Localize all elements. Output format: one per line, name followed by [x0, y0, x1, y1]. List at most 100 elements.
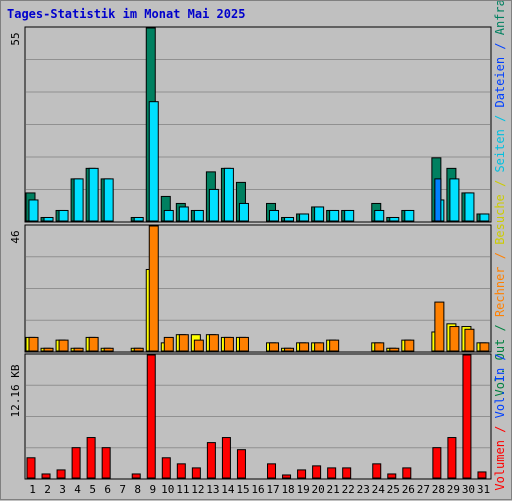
- bar-dateien: [148, 101, 159, 222]
- x-tick-label: 26: [402, 483, 415, 496]
- x-tick-label: 13: [206, 483, 219, 496]
- bar-dateien: [238, 202, 249, 222]
- bar-volumen: [297, 469, 307, 479]
- bar-rechner: [299, 342, 310, 352]
- bar-dateien: [449, 178, 460, 222]
- bar-dateien: [73, 178, 84, 222]
- x-tick-label: 6: [104, 483, 111, 496]
- bar-volumen: [327, 467, 337, 479]
- bar-rechner: [329, 339, 340, 352]
- bar-volumen: [432, 447, 442, 479]
- bar-dateien: [208, 188, 219, 222]
- bar-dateien: [344, 209, 355, 222]
- bar-volumen: [447, 437, 457, 479]
- bar-volumen: [462, 354, 472, 479]
- bar-volumen: [26, 457, 36, 479]
- panel-max-label: 12.16 KB: [9, 364, 22, 417]
- legend-label: Dateien /: [493, 35, 507, 107]
- x-tick-label: 9: [149, 483, 156, 496]
- bar-volumen: [477, 471, 487, 479]
- bar-dateien: [193, 209, 204, 222]
- bar-volumen: [86, 437, 96, 479]
- bar-volumen: [282, 474, 292, 479]
- x-tick-label: 5: [89, 483, 96, 496]
- x-tick-label: 1: [29, 483, 36, 496]
- bar-rechner: [269, 342, 280, 352]
- legend-label: Volumen /: [493, 418, 507, 490]
- bar-dateien: [58, 209, 69, 222]
- bar-dateien: [404, 209, 415, 222]
- legend-label: Besuche /: [493, 173, 507, 245]
- bar-volumen: [56, 469, 66, 479]
- bar-dateien: [223, 167, 234, 222]
- bar-dateien: [103, 178, 114, 222]
- x-tick-label: 28: [432, 483, 445, 496]
- bar-rechner: [28, 336, 39, 352]
- bar-volumen: [176, 463, 186, 479]
- bar-rechner: [103, 347, 114, 352]
- bar-rechner: [58, 339, 69, 352]
- x-tick-label: 25: [387, 483, 400, 496]
- bar-dateien: [269, 209, 280, 222]
- bar-dateien: [389, 216, 400, 222]
- x-tick-label: 10: [161, 483, 174, 496]
- bar-dateien: [43, 216, 54, 222]
- bar-rechner: [163, 336, 174, 352]
- x-tick-label: 11: [176, 483, 189, 496]
- bar-volumen: [342, 467, 352, 479]
- bar-rechner: [148, 225, 159, 352]
- bar-rechner: [314, 342, 325, 352]
- panel-max-label: 55: [9, 32, 22, 45]
- right-legend-upper: Vol. Out / Rechner / Besuche / Seiten / …: [493, 1, 507, 397]
- x-tick-label: 19: [296, 483, 309, 496]
- bar-volumen: [191, 467, 201, 479]
- bar-dateien: [133, 216, 144, 222]
- bar-volumen: [267, 463, 277, 479]
- x-tick-label: 7: [119, 483, 126, 496]
- bar-rechner: [193, 339, 204, 352]
- x-tick-label: 20: [312, 483, 325, 496]
- bar-dateien: [88, 167, 99, 222]
- x-tick-label: 15: [236, 483, 249, 496]
- bar-dateien: [329, 209, 340, 222]
- bar-volumen: [206, 442, 216, 479]
- bar-volumen: [131, 473, 141, 479]
- x-tick-label: 18: [281, 483, 294, 496]
- x-tick-label: 24: [372, 483, 386, 496]
- bar-dateien: [299, 213, 310, 222]
- panel-max-label: 46: [9, 230, 22, 243]
- bar-rechner: [284, 347, 295, 352]
- bar-rechner: [449, 326, 460, 352]
- bar-volumen: [312, 465, 322, 479]
- bar-volumen: [387, 473, 397, 479]
- x-tick-label: 29: [447, 483, 460, 496]
- x-tick-label: 12: [191, 483, 204, 496]
- bar-rechner: [404, 339, 415, 352]
- bar-rechner: [464, 328, 475, 352]
- x-tick-label: 30: [462, 483, 475, 496]
- bar-volumen: [402, 467, 412, 479]
- bar-dateien: [479, 213, 490, 222]
- bar-volumen: [41, 473, 51, 479]
- bar-dateien: [464, 192, 475, 222]
- x-tick-label: 14: [221, 483, 235, 496]
- bar-dateien: [178, 206, 189, 222]
- bar-dateien: [284, 216, 295, 222]
- legend-label: Anfragen: [493, 1, 507, 35]
- bar-rechner: [133, 347, 144, 352]
- bar-rechner: [73, 347, 84, 352]
- bar-rechner: [43, 347, 54, 352]
- bar-rechner: [178, 334, 189, 352]
- x-tick-label: 16: [251, 483, 264, 496]
- bar-rechner: [389, 347, 400, 352]
- x-tick-label: 8: [134, 483, 141, 496]
- bar-dateien: [374, 209, 385, 222]
- x-tick-label: 17: [266, 483, 279, 496]
- right-legend-lower: Volumen / Vol. In /: [493, 353, 507, 490]
- x-tick-label: 27: [417, 483, 430, 496]
- legend-label: Vol. Out /: [493, 317, 507, 396]
- bar-dateien: [28, 199, 39, 222]
- bar-volumen: [221, 437, 231, 479]
- bar-rechner: [479, 342, 490, 352]
- bar-dateien: [314, 206, 325, 222]
